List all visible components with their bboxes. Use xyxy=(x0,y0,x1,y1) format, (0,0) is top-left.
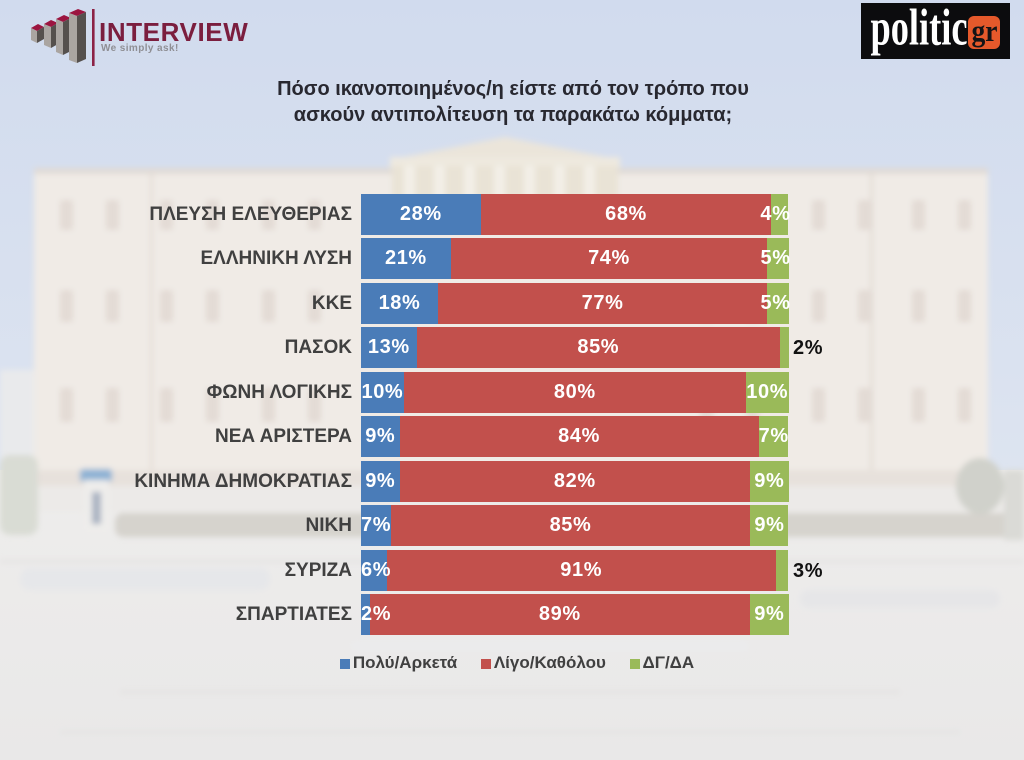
svg-text:gr: gr xyxy=(972,15,998,49)
svg-text:politic: politic xyxy=(871,3,968,56)
